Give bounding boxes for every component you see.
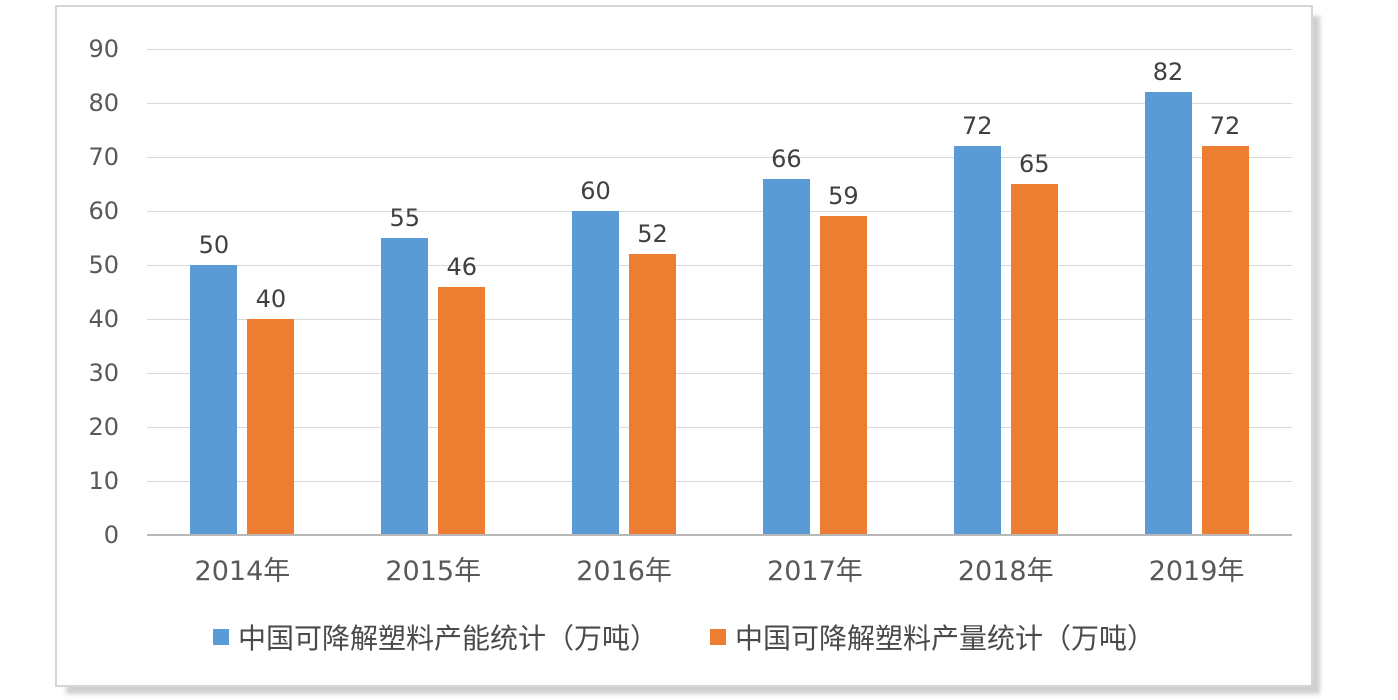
bar-series2-2014年: 40	[247, 285, 295, 535]
legend-item-series1: 中国可降解塑料产能统计（万吨）	[212, 617, 658, 657]
bar-series1-2017年: 66	[762, 145, 810, 535]
y-tick-label: 20	[88, 413, 119, 441]
bar-series1-2016年: 60	[572, 177, 620, 535]
gridline-90	[147, 49, 1292, 50]
bar-group-2014年: 50 40	[147, 49, 338, 535]
y-tick-label: 10	[88, 467, 119, 495]
gridline-80	[147, 103, 1292, 104]
bar-value-label: 50	[198, 231, 230, 259]
bar-value-label: 72	[961, 112, 993, 141]
legend-marker-icon	[212, 629, 229, 645]
bar-value-label: 72	[1209, 112, 1241, 141]
gridline-70	[147, 157, 1292, 158]
y-tick-label: 0	[103, 521, 119, 549]
bar-series1-2018年: 72	[953, 112, 1001, 535]
bar-group-2015年: 55 46	[338, 49, 529, 535]
bar-group-2018年: 72 65	[910, 49, 1101, 535]
bar-series2-2019年: 72	[1201, 112, 1249, 535]
x-tick-label-2014年: 2014年	[194, 556, 291, 587]
bar-groups: 50 40 55 46 60 52 66 59 72 65 82 72	[147, 49, 1292, 535]
bar-group-2019年: 82 72	[1101, 49, 1292, 535]
bar-value-label: 52	[637, 220, 668, 249]
x-tick-label-2019年: 2019年	[1148, 556, 1245, 587]
chart-panel: 0 10 20 30 40 50 60 70 80 90 50 40 55 46 60 52 66 59 72 65…	[55, 5, 1313, 687]
bar-value-label: 60	[580, 177, 611, 206]
x-tick-label-2018年: 2018年	[957, 556, 1054, 587]
bar-value-label: 46	[446, 252, 478, 281]
y-tick-label: 90	[88, 35, 119, 63]
legend-label: 中国可降解塑料产量统计（万吨）	[735, 622, 1156, 655]
x-axis: 2014年 2015年 2016年 2017年 2018年 2019年	[147, 549, 1292, 588]
y-tick-label: 60	[88, 197, 119, 225]
bar-value-label: 82	[1152, 58, 1184, 87]
bar-value-label: 59	[828, 182, 859, 211]
y-tick-label: 40	[88, 305, 119, 333]
bar-series1-2014年: 50	[190, 231, 238, 535]
gridline-30	[147, 373, 1292, 374]
bar-series2-2017年: 59	[819, 182, 867, 535]
plot-area: 50 40 55 46 60 52 66 59 72 65 82 72	[147, 49, 1292, 536]
bar-group-2016年: 60 52	[529, 49, 720, 535]
gridline-40	[147, 319, 1292, 320]
gridline-60	[147, 211, 1292, 212]
bar-group-2017年: 66 59	[719, 49, 910, 535]
y-tick-label: 80	[88, 89, 119, 117]
gridline-10	[147, 481, 1292, 482]
legend: 中国可降解塑料产能统计（万吨） 中国可降解塑料产量统计（万吨）	[57, 617, 1311, 657]
bar-series2-2016年: 52	[629, 220, 677, 535]
x-axis-line	[147, 534, 1292, 536]
legend-label: 中国可降解塑料产能统计（万吨）	[237, 622, 658, 655]
bar-series2-2018年: 65	[1010, 150, 1058, 535]
bar-value-label: 55	[389, 204, 421, 232]
gridline-50	[147, 265, 1292, 266]
bar-series2-2015年: 46	[438, 253, 486, 535]
bar-value-label: 65	[1018, 150, 1050, 178]
bar-series1-2019年: 82	[1144, 58, 1192, 535]
x-tick-label-2017年: 2017年	[767, 556, 863, 587]
x-tick-label-2015年: 2015年	[385, 556, 482, 587]
gridline-20	[147, 427, 1292, 428]
legend-item-series2: 中国可降解塑料产量统计（万吨）	[710, 617, 1155, 657]
bar-value-label: 66	[771, 144, 802, 173]
y-tick-label: 70	[88, 143, 119, 171]
y-tick-label: 30	[88, 359, 119, 387]
bar-series1-2015年: 55	[381, 204, 429, 535]
x-tick-label-2016年: 2016年	[576, 556, 672, 587]
bar-value-label: 40	[255, 285, 287, 313]
legend-marker-icon	[710, 629, 726, 645]
y-tick-label: 50	[88, 251, 119, 279]
